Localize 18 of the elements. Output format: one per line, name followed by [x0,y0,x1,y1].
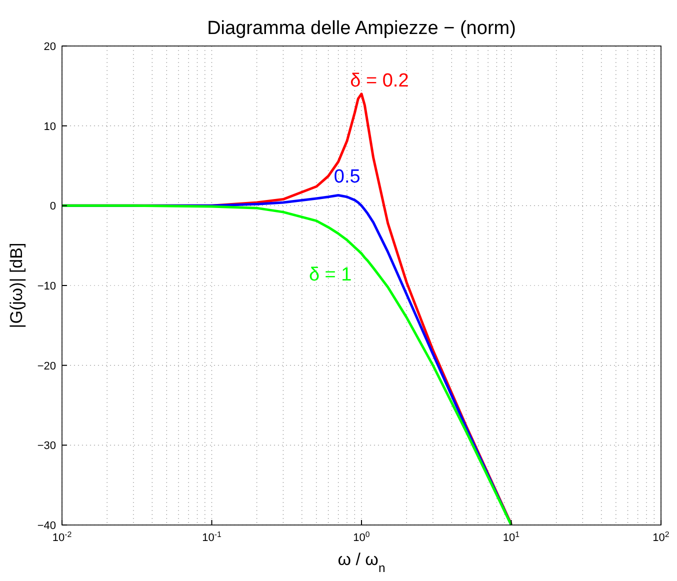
y-tick-label: −20 [37,360,56,372]
annotation: δ = 0.2 [350,70,409,92]
x-tick-label: 10$^{1}$ [502,530,520,544]
x-axis-title: ω / ω$_{n}$ [338,550,386,575]
y-tick-label: −10 [37,280,56,292]
annotation: δ = 1 [308,264,352,286]
y-tick-label: 10 [44,120,56,133]
x-tick-label: 10$^{-1}$ [202,530,222,544]
y-tick-label: −30 [37,440,56,452]
x-tick-label: 10$^{-2}$ [52,530,72,544]
y-axis-title: |G(jω)| [dB] [7,242,26,328]
annotation: 0.5 [334,166,360,188]
y-tick-label: 0 [50,200,56,213]
y-tick-label: 20 [44,41,56,53]
chart-title: Diagramma delle Ampiezze − (norm) [207,18,516,39]
x-tick-label: 10$^{2}$ [652,530,670,544]
x-tick-label: 10$^{0}$ [353,530,370,544]
y-tick-label: −40 [37,520,56,532]
